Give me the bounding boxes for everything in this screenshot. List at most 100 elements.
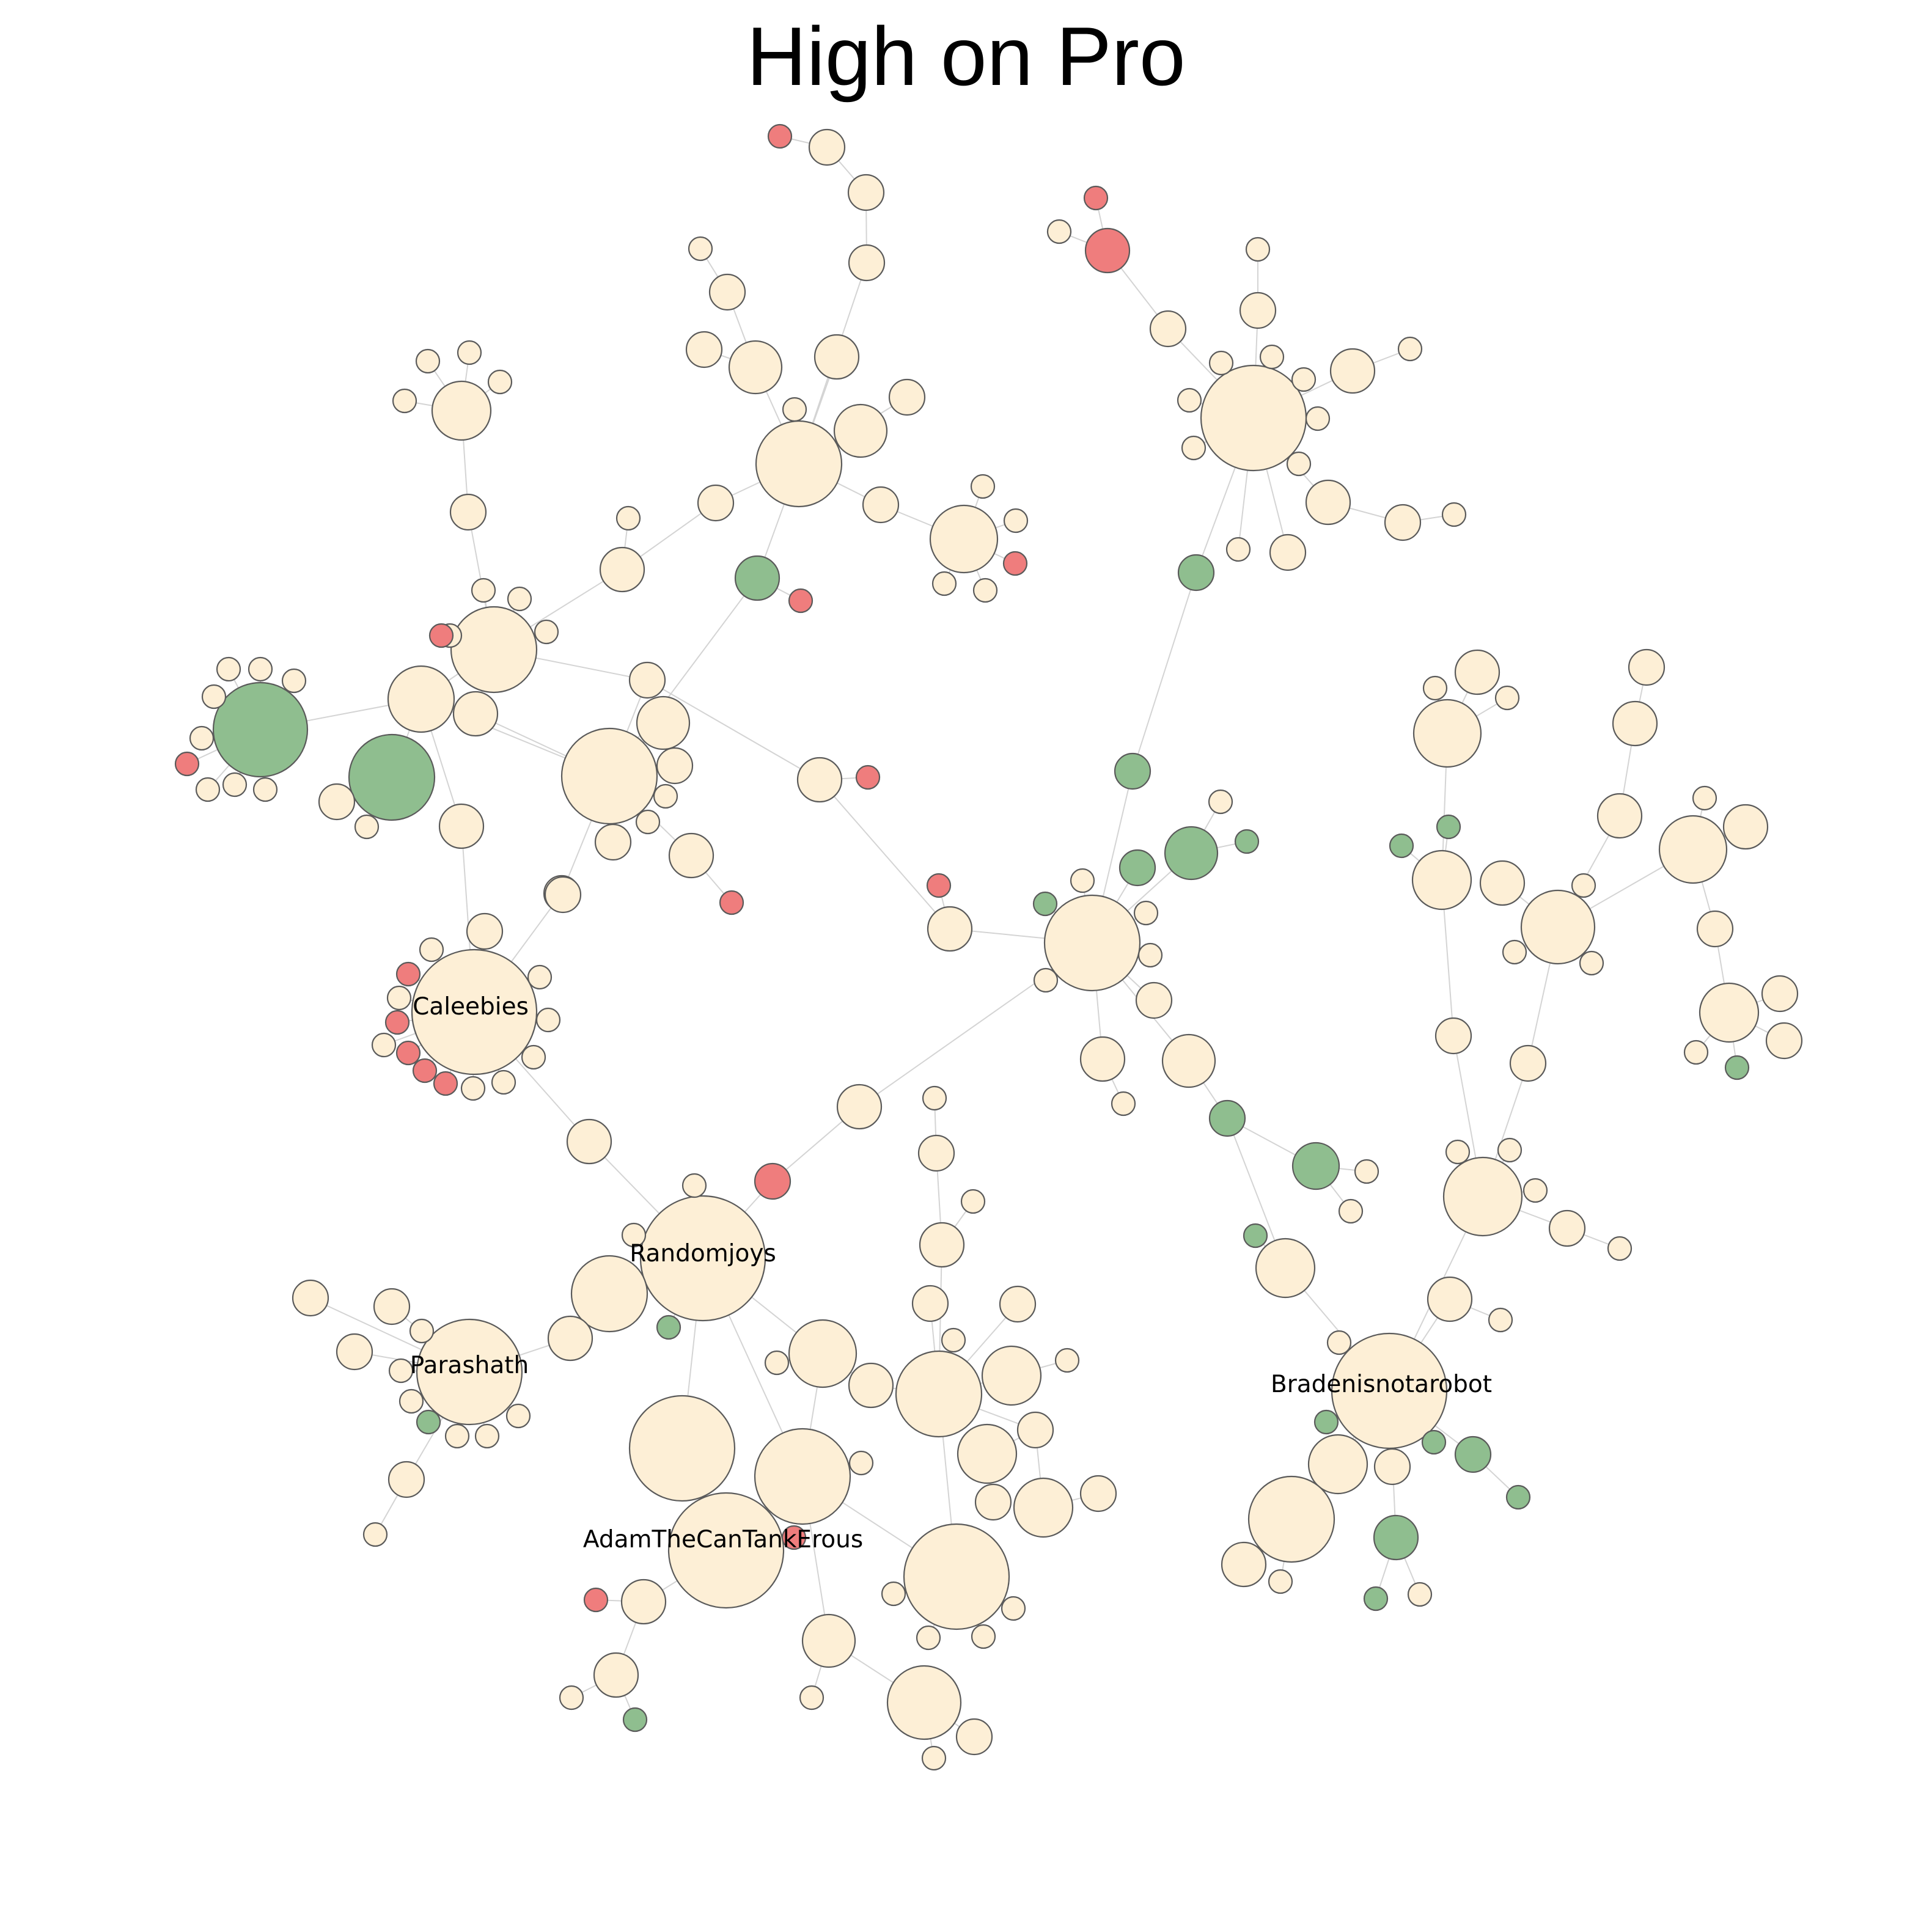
graph-node [449,493,487,531]
graph-node [395,961,421,987]
graph-node [599,546,645,593]
graph-labels: Caleebies Randomjoys Parashath AdamTheCa… [410,993,1492,1553]
graph-node [212,681,309,778]
graph-node [903,1523,1010,1630]
graph-node [1307,1434,1368,1495]
graph-node [1696,910,1734,948]
graph-node [922,1085,947,1111]
node-label-bradenisnotarobot: Bradenisnotarobot [1271,1371,1492,1398]
graph-node [1268,1569,1293,1594]
graph-node [1722,804,1769,850]
graph-node [681,1173,707,1198]
graph-node [635,809,661,835]
graph-node [1397,336,1423,362]
graph-node [764,1350,790,1376]
graph-node [697,484,735,522]
graph-node [981,1345,1042,1406]
graph-node [544,876,582,914]
graph-node [1445,1139,1471,1165]
graph-node [1181,435,1207,461]
graph-node [1054,1348,1080,1373]
graph-node [1658,815,1728,884]
graph-node [1200,364,1307,472]
graph-node [1442,1156,1523,1237]
graph-node [371,1032,397,1058]
graph-node [336,1333,373,1371]
graph-node [628,661,666,699]
graph-node [450,606,538,694]
graph-node [416,1409,441,1435]
graph-node [972,578,998,603]
graph-node [754,1162,792,1200]
graph-node [281,668,307,694]
graph-node [1389,833,1414,859]
graph-node [412,1058,438,1084]
graph-node [926,873,952,898]
graph-node [1286,451,1312,477]
graph-node [755,420,843,508]
graph-node [917,1134,955,1172]
graph-node [1427,1276,1473,1322]
graph-node [1329,348,1376,394]
graph-node [1607,1236,1633,1261]
graph-node [419,937,444,963]
graph-node [384,1010,410,1035]
graph-node [796,757,843,803]
graph-node [808,128,846,166]
graph-node [1373,1448,1411,1486]
graph-node [1436,814,1461,840]
graph-node [886,1665,962,1740]
graph-node [570,1255,648,1333]
graph-node [728,340,783,395]
graph-node [708,273,746,311]
graph-node [1411,849,1472,911]
graph-node [560,727,658,825]
graph-node [399,1388,424,1414]
graph-node [1208,350,1234,376]
graph-node [1612,700,1658,747]
graph-node [1494,685,1520,711]
graph-node [636,695,691,750]
graph-node [620,1579,667,1625]
graph-node [719,890,744,915]
graph-node [688,236,713,262]
graph-node [1291,1142,1340,1190]
graph-node [1245,237,1271,262]
graph-node [668,832,714,879]
graph-node [474,1423,500,1449]
graph-node [1111,1091,1136,1116]
graph-node [395,1040,421,1066]
graph-node [1269,534,1307,571]
node-label-caleebies: Caleebies [413,993,529,1021]
graph-node [1509,1044,1547,1082]
graph-node [415,348,441,374]
graph-node [1135,981,1173,1019]
graph-node [911,1285,949,1322]
graph-node [362,1522,388,1547]
graph-node [505,1403,531,1429]
graph-node [1407,1582,1433,1607]
graph-node [566,1118,612,1165]
graph-node [788,1319,858,1388]
graph-node [814,334,860,380]
graph-node [622,1707,648,1733]
graph-node [1373,1514,1419,1561]
graph-node [1520,889,1596,965]
graph-node [656,1314,681,1340]
graph-edge [1132,572,1197,772]
graph-node [1505,1484,1531,1510]
graph-node [621,1222,647,1248]
graph-node [1571,873,1596,898]
graph-node [466,912,504,950]
graph-node [799,1685,825,1711]
graph-node [1032,891,1058,917]
graph-node [1628,648,1666,686]
graph-node [855,765,881,790]
graph-node [1692,785,1717,811]
graph-node [615,505,641,531]
graph-node [433,1071,458,1096]
graph-node [1354,1159,1379,1184]
graph-node [1001,1596,1026,1621]
graph-node [847,174,885,211]
